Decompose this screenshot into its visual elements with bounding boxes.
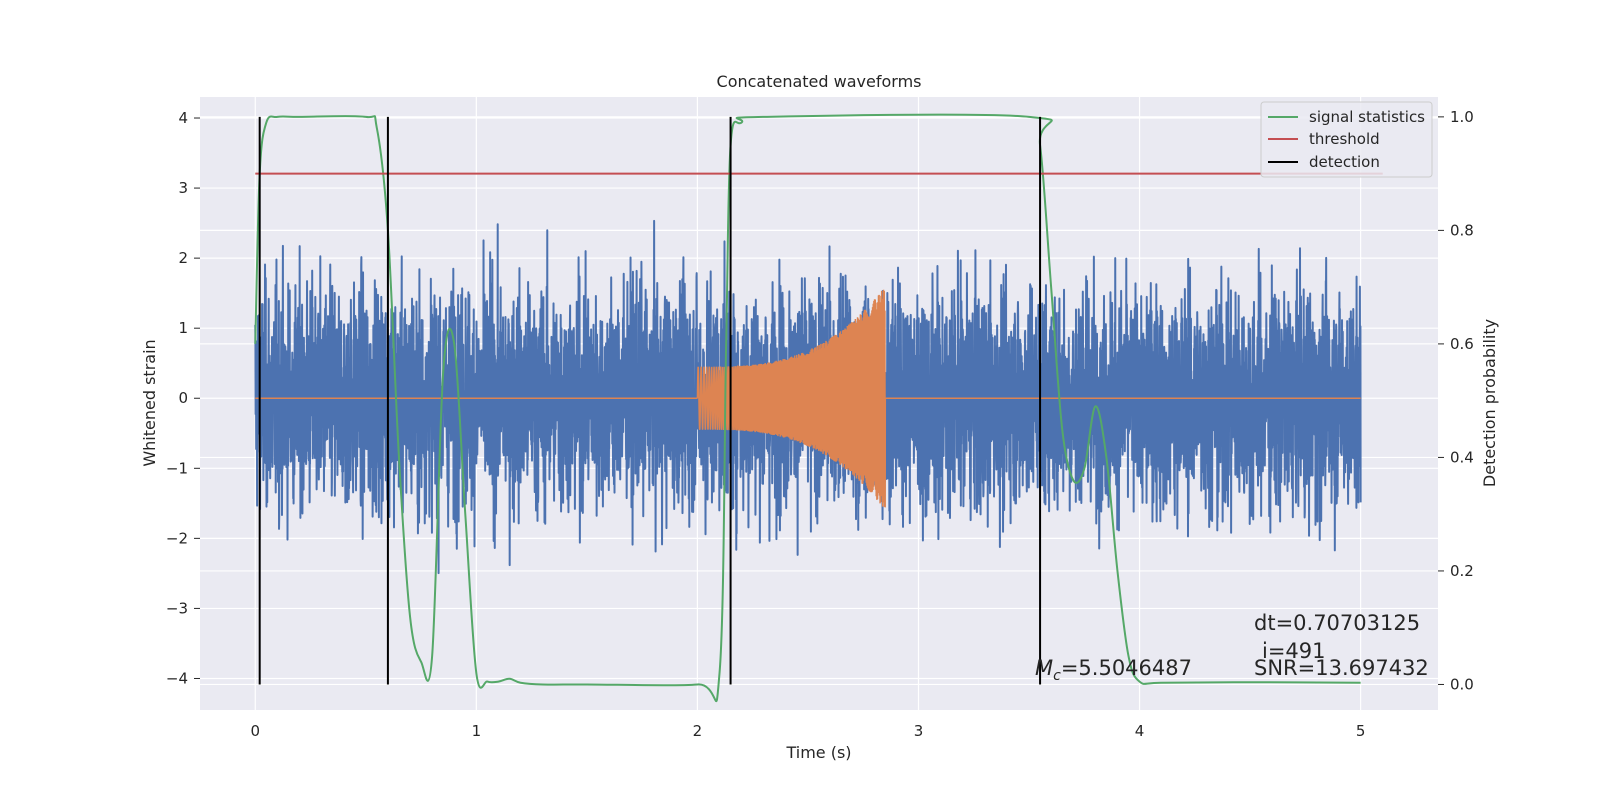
y-axis-right-title: Detection probability (1480, 319, 1499, 487)
y-right-tick-label-5: 0.0 (1450, 675, 1474, 693)
chart-title: Concatenated waveforms (717, 72, 922, 91)
y-left-tick-label-3: 1 (178, 319, 188, 337)
x-tick-label-2: 2 (693, 722, 703, 740)
legend-label-detection: detection (1309, 153, 1380, 171)
y-left-tick-label-0: 4 (178, 109, 188, 127)
annotation-i: i=491 (1262, 639, 1326, 663)
annotations: Mc=5.5046487 dt=0.70703125 i=491 SNR=13.… (1035, 611, 1429, 684)
annotation-mc-value: =5.5046487 (1061, 656, 1192, 680)
x-tick-label-3: 3 (914, 722, 924, 740)
annotation-mc-subscript: c (1053, 668, 1061, 684)
plot-content (254, 113, 1383, 702)
x-axis-title: Time (s) (785, 743, 851, 762)
y-left-tick-label-8: −4 (166, 669, 188, 687)
legend: signal statistics threshold detection (1260, 101, 1433, 178)
legend-label-signal-statistics: signal statistics (1309, 108, 1425, 126)
y-axis-right: 1.0 0.8 0.6 0.4 0.2 0.0 (1438, 108, 1474, 693)
legend-frame (1260, 101, 1433, 178)
y-right-tick-label-2: 0.6 (1450, 335, 1474, 353)
x-axis: 0 1 2 3 4 5 (250, 722, 1365, 740)
y-right-tick-label-1: 0.8 (1450, 221, 1474, 239)
x-tick-label-0: 0 (250, 722, 260, 740)
y-axis-left: 4 3 2 1 0 −1 −2 −3 −4 (166, 109, 200, 687)
y-axis-left-title: Whitened strain (140, 339, 159, 466)
annotation-mc-symbol: M (1035, 656, 1053, 680)
y-right-tick-label-3: 0.4 (1450, 448, 1474, 466)
annotation-dt: dt=0.70703125 (1254, 611, 1420, 635)
series-signal-statistics (254, 113, 1361, 702)
legend-label-threshold: threshold (1309, 130, 1380, 148)
y-left-tick-label-6: −2 (166, 529, 188, 547)
y-left-tick-label-7: −3 (166, 599, 188, 617)
series-injection (255, 289, 1361, 508)
x-tick-label-5: 5 (1356, 722, 1366, 740)
y-left-tick-label-4: 0 (178, 389, 188, 407)
y-right-tick-label-0: 1.0 (1450, 108, 1474, 126)
annotation-mc: Mc=5.5046487 (1035, 656, 1192, 684)
x-tick-label-1: 1 (472, 722, 482, 740)
y-left-tick-label-5: −1 (166, 459, 188, 477)
y-left-tick-label-1: 3 (178, 179, 188, 197)
annotation-snr: SNR=13.697432 (1254, 656, 1429, 680)
y-left-tick-label-2: 2 (178, 249, 188, 267)
y-right-tick-label-4: 0.2 (1450, 562, 1474, 580)
x-tick-label-4: 4 (1135, 722, 1145, 740)
